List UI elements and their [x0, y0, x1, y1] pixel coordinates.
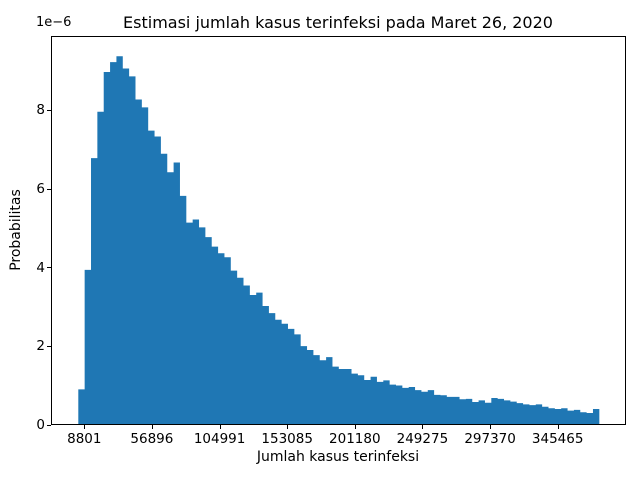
y-axis-tick	[47, 424, 51, 426]
chart-title: Estimasi jumlah kasus terinfeksi pada Ma…	[123, 13, 553, 32]
y-axis-tick-label: 0	[36, 417, 45, 433]
x-axis-tick-label: 297370	[464, 431, 516, 447]
x-axis-tick-label: 56896	[130, 431, 174, 447]
x-axis-tick	[287, 425, 289, 429]
x-axis-tick	[354, 425, 356, 429]
y-axis-tick-label: 6	[36, 181, 45, 197]
y-axis-tick-label: 8	[36, 102, 45, 119]
x-axis-tick	[557, 425, 559, 429]
x-axis-tick-label: 153085	[261, 431, 313, 447]
x-axis-tick	[422, 425, 424, 429]
x-axis-tick-label: 104991	[193, 431, 246, 447]
x-axis-tick	[219, 425, 221, 429]
y-axis-tick	[47, 109, 51, 111]
x-axis-tick	[84, 425, 86, 429]
histogram-bars	[78, 56, 600, 424]
x-axis-tick-label: 249275	[396, 431, 449, 447]
y-axis-tick-label: 4	[36, 259, 45, 276]
y-axis-offset-label: 1e−6	[36, 15, 72, 30]
x-axis-label: Jumlah kasus terinfeksi	[256, 449, 420, 465]
x-axis-tick	[490, 425, 492, 429]
y-axis-tick	[47, 188, 51, 190]
x-axis-tick-label: 345465	[531, 431, 584, 447]
histogram-silhouette	[78, 56, 600, 424]
x-axis-tick	[151, 425, 153, 429]
x-axis-tick-label: 8801	[67, 431, 102, 447]
y-axis-tick	[47, 267, 51, 269]
x-axis-tick-label: 201180	[329, 431, 381, 447]
plot-area	[51, 36, 626, 425]
y-axis-tick	[47, 345, 51, 347]
y-axis-tick-label: 2	[36, 338, 45, 355]
y-axis-label: Probabilitas	[8, 189, 24, 271]
